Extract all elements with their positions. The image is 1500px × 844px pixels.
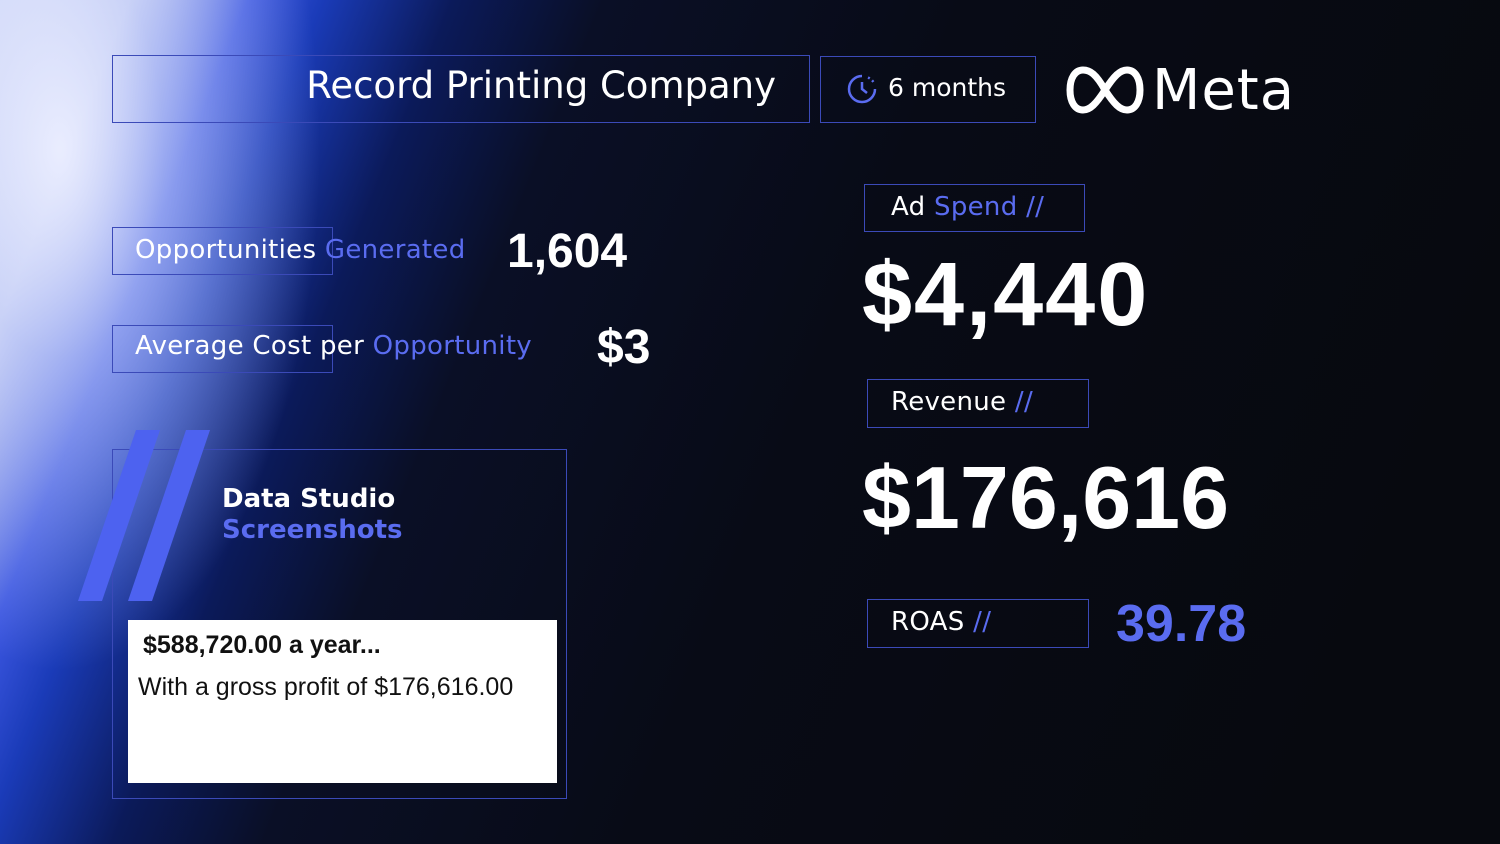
slash-separator: // [1026,192,1045,222]
revenue-value: $176,616 [862,448,1230,547]
company-title-box [112,55,810,123]
slash-separator: // [973,607,992,637]
ad-spend-value: $4,440 [862,245,1150,345]
ad-spend-label: Ad Spend // [891,192,1044,222]
avg-cost-label: Average Cost per Opportunity [135,331,532,361]
card-subtitle: Screenshots [222,515,403,545]
double-slash-decoration [78,430,210,601]
roas-label: ROAS // [891,607,991,637]
label-blue: Generated [324,235,466,265]
ad-spend-label-box [864,184,1085,232]
label-white: Average Cost per [135,331,365,361]
roas-label-box [867,599,1089,648]
revenue-label-box [867,379,1089,428]
label-blue: Opportunity [372,331,532,361]
duration-box [820,56,1036,123]
opportunities-label-box [112,227,333,275]
roas-value: 39.78 [1116,595,1247,653]
screenshot-panel: $588,720.00 a year... With a gross profi… [128,620,557,783]
meta-brand-text: Meta [1152,58,1296,123]
data-studio-card [112,449,567,799]
company-title: Record Printing Company [306,64,776,107]
label-white: ROAS [891,607,965,637]
avg-cost-label-box [112,325,333,373]
label-white: Ad [891,192,926,222]
opportunities-value: 1,604 [507,225,628,278]
meta-infinity-logo [1066,66,1144,114]
card-title: Data Studio [222,484,396,514]
label-white: Opportunities [135,235,317,265]
screenshot-line-1: $588,720.00 a year... [143,631,381,659]
avg-cost-value: $3 [597,321,651,374]
duration-label: 6 months [888,73,1007,102]
clock-icon [847,74,877,104]
opportunities-label: Opportunities Generated [135,235,466,265]
revenue-label: Revenue // [891,387,1033,417]
label-blue: Spend [934,192,1018,222]
screenshot-line-2: With a gross profit of $176,616.00 [138,673,514,701]
label-white: Revenue [891,387,1007,417]
slash-separator: // [1014,387,1034,417]
